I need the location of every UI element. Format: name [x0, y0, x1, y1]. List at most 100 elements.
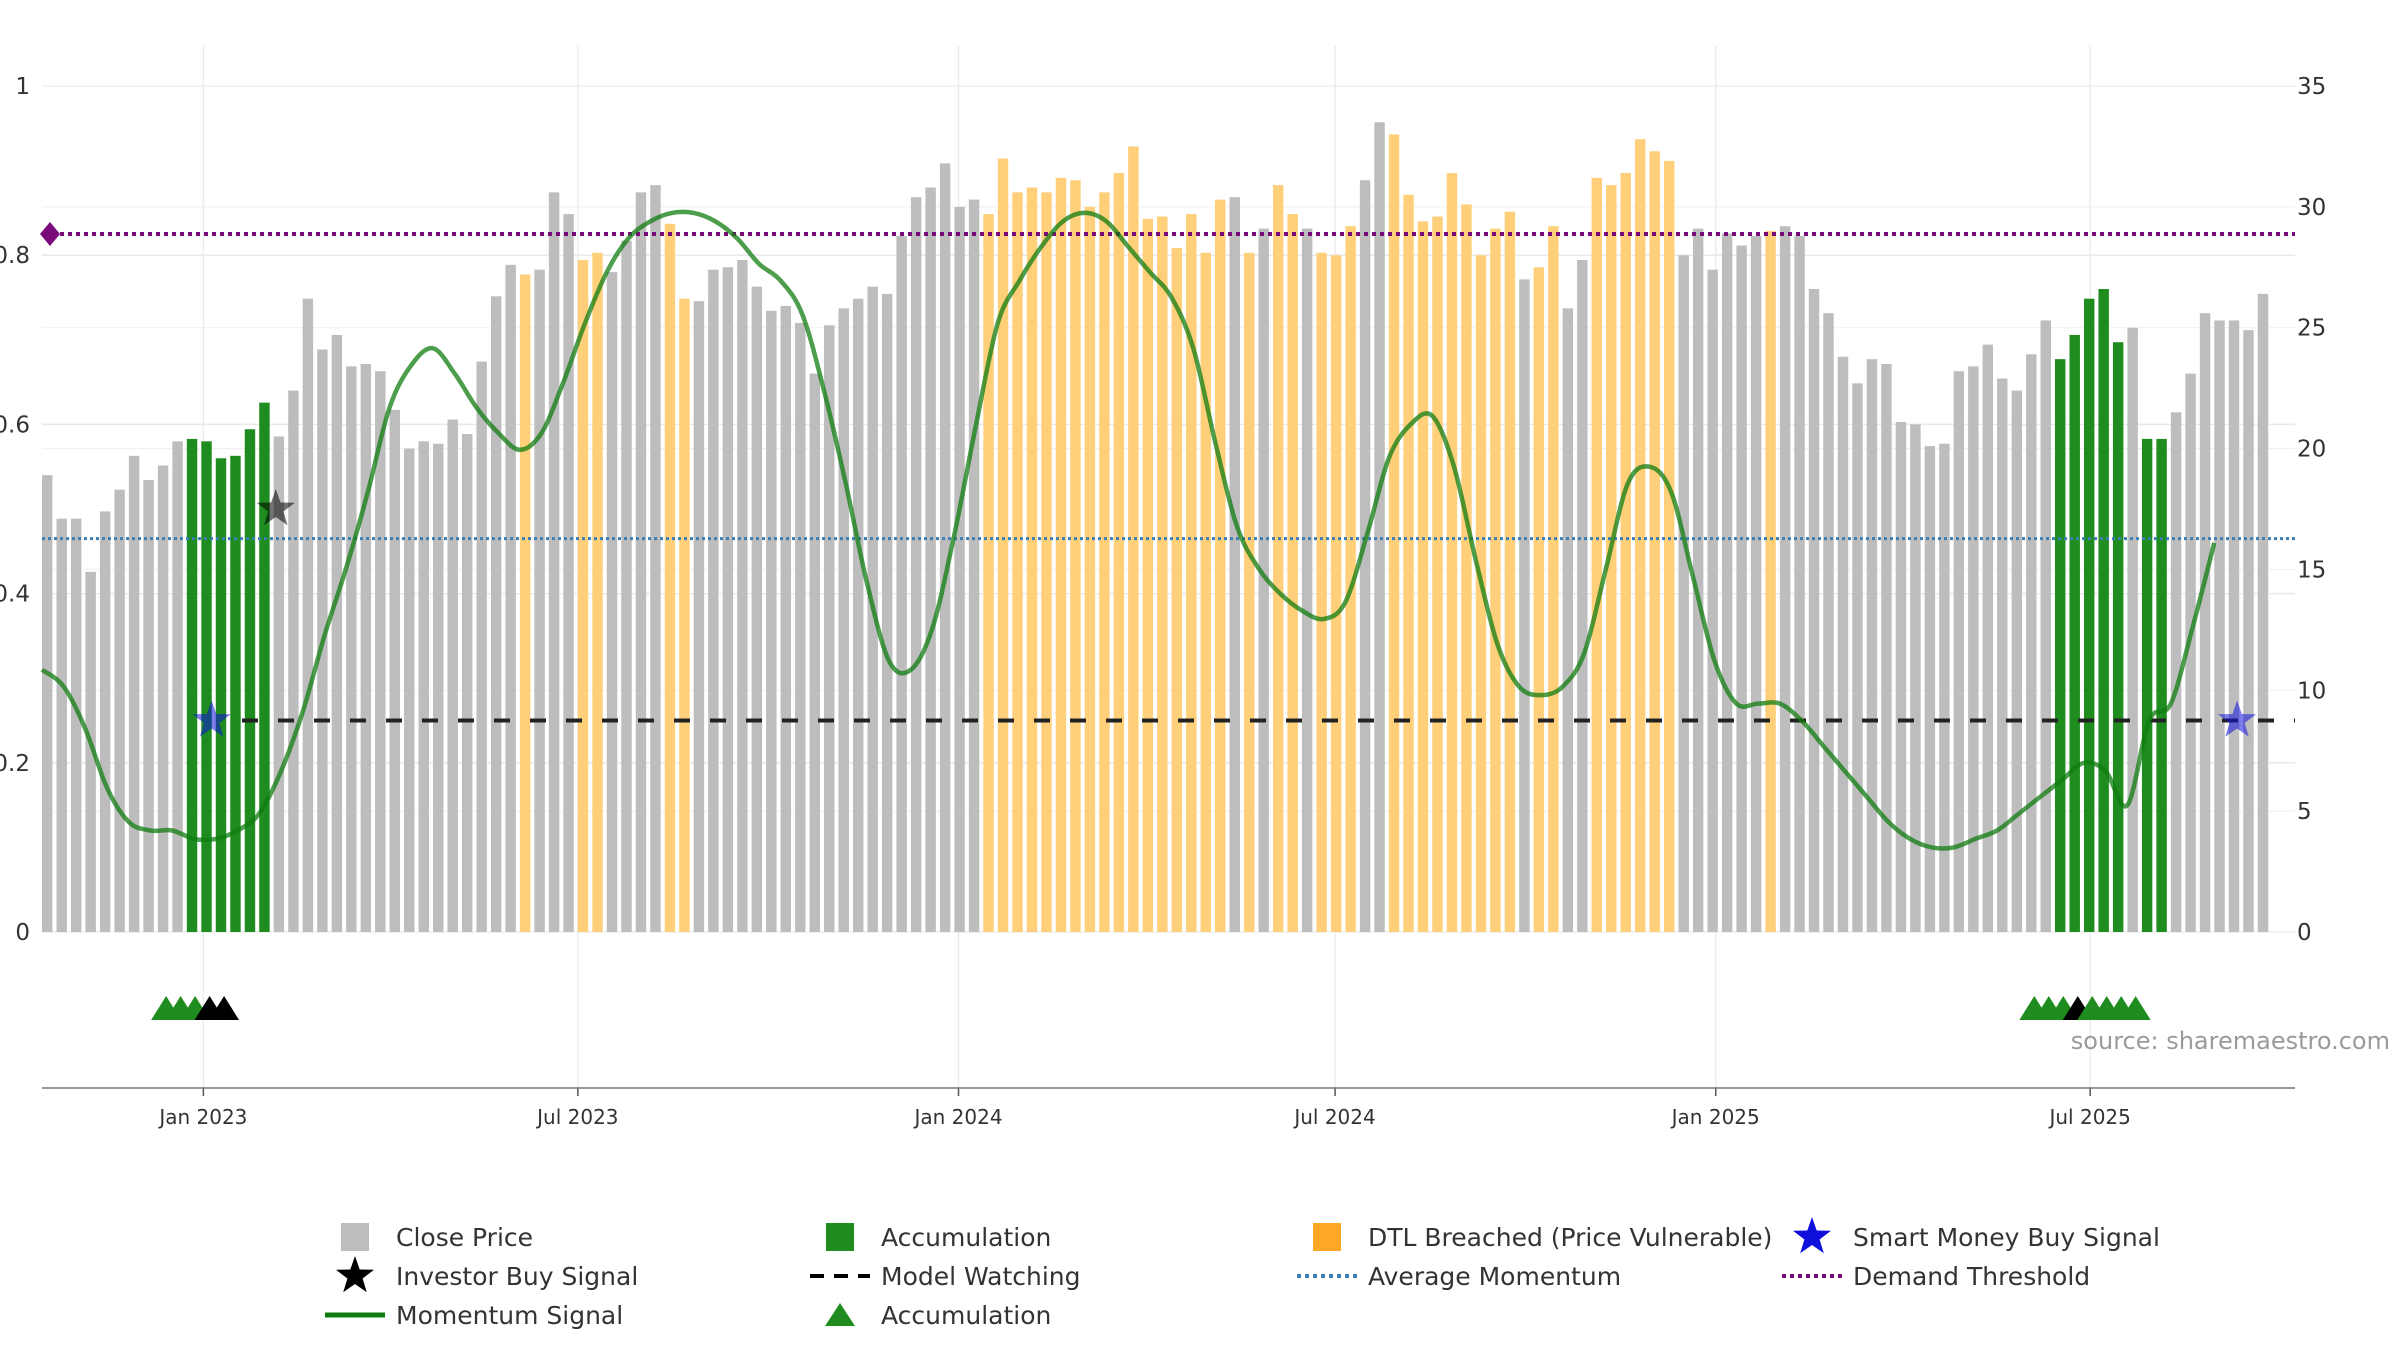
close-price-bar: [896, 235, 907, 932]
x-tick-label: Jan 2024: [912, 1105, 1002, 1129]
close-price-bar: [2011, 390, 2022, 932]
close-price-bar: [2243, 330, 2254, 932]
legend-swatch-square: [341, 1223, 369, 1251]
dtl-breached-bar: [1606, 185, 1617, 933]
close-price-bar: [1359, 180, 1371, 933]
y-right-tick-label: 0: [2297, 920, 2312, 946]
legend-item: Smart Money Buy Signal: [1793, 1217, 2160, 1254]
close-price-bar: [1258, 228, 1269, 932]
dtl-breached-bar: [997, 158, 1009, 932]
close-price-bar: [2040, 320, 2051, 932]
dtl-breached-bar: [1128, 146, 1139, 932]
close-price-bar: [1953, 371, 1965, 932]
y-left-tick-label: 1: [15, 74, 30, 100]
legend-label: Demand Threshold: [1853, 1262, 2090, 1291]
close-price-bar: [1678, 255, 1689, 932]
dtl-breached-bar: [1446, 173, 1458, 932]
close-price-bar: [2228, 320, 2240, 932]
source-text: source: sharemaestro.com: [2071, 1027, 2390, 1055]
dtl-breached-bar: [1403, 194, 1414, 932]
dtl-breached-bar: [1649, 151, 1660, 932]
dtl-breached-bar: [1620, 173, 1631, 932]
y-left-tick-label: 0.2: [0, 751, 30, 777]
dtl-breached-bar: [1475, 255, 1487, 932]
close-price-bar: [302, 298, 314, 932]
close-price-bar: [708, 269, 719, 932]
close-price-bar: [114, 489, 125, 932]
legend-label: Average Momentum: [1368, 1262, 1621, 1291]
close-price-bar: [1374, 122, 1385, 932]
legend-item: Investor Buy Signal: [336, 1256, 638, 1293]
legend-label: Close Price: [396, 1223, 533, 1252]
legend-label: DTL Breached (Price Vulnerable): [1368, 1223, 1772, 1252]
close-price-bar: [824, 325, 835, 933]
dtl-breached-bar: [1012, 192, 1023, 933]
close-price-bar: [766, 310, 777, 932]
dtl-breached-bar: [1099, 192, 1110, 933]
legend-label: Accumulation: [881, 1301, 1051, 1330]
close-price-bar: [418, 441, 429, 932]
y-right-tick-label: 15: [2297, 557, 2326, 583]
close-price-bar: [939, 163, 951, 932]
x-tick-label: Jan 2025: [1670, 1105, 1760, 1129]
y-left-tick-label: 0.6: [0, 412, 30, 438]
dtl-breached-bar: [577, 260, 589, 932]
lines-layer: [40, 209, 2295, 851]
close-price-bar: [288, 390, 299, 932]
close-price-bar: [650, 185, 661, 933]
close-price-bar: [1692, 228, 1704, 932]
dtl-breached-bar: [1215, 199, 1226, 932]
accumulation-bar: [201, 441, 212, 932]
legend-swatch-triangle: [825, 1303, 855, 1326]
dtl-breached-bar: [1157, 216, 1168, 933]
close-price-bar: [751, 286, 763, 932]
y-right-tick-label: 5: [2297, 799, 2312, 825]
dtl-breached-bar: [1113, 173, 1125, 932]
close-price-bar: [1968, 366, 1979, 933]
close-price-bar: [42, 475, 53, 932]
investor-buy-star: [256, 489, 295, 526]
demand-threshold-marker: [40, 222, 60, 247]
close-price-bar: [1808, 289, 1820, 932]
dtl-breached-bar: [1041, 192, 1052, 933]
accumulation-bar: [2055, 359, 2066, 932]
close-price-bar: [1794, 235, 1805, 932]
accumulation-bar: [2112, 342, 2124, 932]
close-price-bar: [1997, 378, 2008, 933]
y-left-tick-label: 0: [15, 920, 30, 946]
close-price-bar: [780, 305, 792, 933]
close-price-bar: [809, 373, 820, 932]
y-left-tick-label: 0.8: [0, 243, 30, 269]
legend-item: Demand Threshold: [1782, 1262, 2090, 1291]
dtl-breached-bar: [1432, 216, 1443, 933]
close-price-bar: [1924, 446, 1936, 932]
close-price-bar: [1982, 344, 1994, 932]
close-price-bar: [795, 322, 806, 932]
close-price-bar: [954, 206, 965, 932]
y-right-tick-label: 35: [2297, 74, 2326, 100]
accumulation-bar: [215, 458, 227, 932]
x-tick-label: Jul 2023: [535, 1105, 618, 1129]
smart-money-buy-star: [192, 700, 231, 737]
dtl-breached-bar: [1171, 247, 1183, 932]
dtl-breached-bar: [1026, 187, 1038, 932]
dtl-breached-bar: [1533, 267, 1545, 932]
x-tick-label: Jul 2025: [2047, 1105, 2130, 1129]
close-price-bar: [1881, 363, 1892, 932]
close-price-bar: [1562, 308, 1574, 932]
close-price-bar: [505, 264, 516, 933]
close-price-bar: [85, 571, 96, 932]
close-price-bar: [476, 361, 487, 932]
close-price-bar: [548, 192, 560, 933]
close-price-bar: [2199, 313, 2211, 932]
close-price-bar: [70, 518, 82, 932]
dtl-breached-bar: [1591, 177, 1603, 932]
accumulation-triangle: [209, 996, 240, 1020]
close-price-bar: [2214, 320, 2225, 932]
close-price-bar: [1519, 279, 1530, 932]
close-price-bar: [910, 197, 922, 932]
accumulation-bar: [2069, 334, 2080, 933]
legend-swatch-star: [336, 1256, 374, 1293]
close-price-bar: [606, 272, 618, 932]
close-price-bar: [375, 371, 386, 932]
